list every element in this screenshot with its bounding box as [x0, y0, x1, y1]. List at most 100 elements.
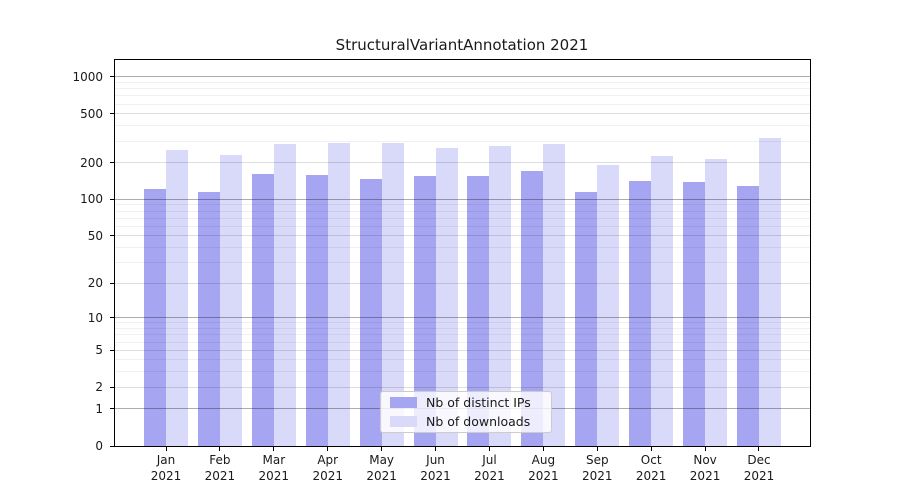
x-tick-label: Aug 2021 [511, 452, 575, 484]
x-tick-year: 2021 [150, 469, 182, 483]
x-tick-mark [219, 447, 221, 451]
bar-downloads-nov [705, 159, 728, 446]
x-tick-year: 2021 [689, 469, 721, 483]
x-tick-month: Jul [482, 453, 497, 467]
x-tick-label: Oct 2021 [619, 452, 683, 484]
x-tick-month: Oct [640, 453, 662, 467]
x-tick-year: 2021 [258, 469, 290, 483]
x-tick-mark [650, 447, 652, 451]
bar-distinct-ips-feb [197, 191, 220, 446]
bar-downloads-jun [435, 148, 458, 446]
y-tick-label: 50 [87, 228, 103, 243]
bar-downloads-aug [543, 143, 566, 446]
x-tick-mark [542, 447, 544, 451]
y-tick-label: 200 [80, 155, 103, 170]
minor-gridline [115, 225, 810, 227]
bar-distinct-ips-aug [521, 170, 544, 446]
bar-downloads-sep [597, 165, 620, 446]
minor-gridline [115, 359, 810, 361]
x-tick-mark [596, 447, 598, 451]
minor-gridline [115, 103, 810, 105]
bar-downloads-may [381, 142, 404, 446]
x-tick-mark [381, 447, 383, 451]
x-tick-mark [165, 447, 167, 451]
x-tick-month: Feb [209, 453, 231, 467]
y-tick-label: 0 [95, 439, 103, 453]
legend-label-distinct-ips: Nb of distinct IPs [426, 395, 531, 410]
legend-swatch-downloads [390, 416, 417, 427]
minor-gridline [115, 341, 810, 343]
minor-gridline [115, 328, 810, 330]
major-gridline [115, 349, 810, 351]
major-gridline [115, 113, 810, 115]
y-tick-label: 1000 [72, 69, 103, 84]
y-tick-mark [110, 235, 114, 237]
minor-gridline [115, 217, 810, 219]
chart-title: StructuralVariantAnnotation 2021 [335, 36, 589, 54]
x-tick-month: Apr [317, 453, 339, 467]
x-tick-label: May 2021 [350, 452, 414, 484]
y-tick-label: 10 [87, 310, 103, 325]
x-tick-label: Feb 2021 [188, 452, 252, 484]
bar-downloads-oct [651, 155, 674, 446]
minor-gridline [115, 81, 810, 83]
x-tick-label: Mar 2021 [242, 452, 306, 484]
x-tick-month: Jun [426, 453, 445, 467]
bar-distinct-ips-sep [575, 192, 598, 446]
minor-gridline [115, 204, 810, 206]
y-tick-mark [110, 349, 114, 351]
plot-area: 0 1 2 5 10 20 50 100 200 500 1000 Jan 2021 Feb 2021 Mar… [72, 59, 811, 483]
major-gridline [115, 162, 810, 164]
x-tick-mark [327, 447, 329, 451]
y-tick-label: 20 [87, 276, 103, 291]
minor-gridline [115, 247, 810, 249]
y-tick-mark [110, 386, 114, 388]
y-tick-label: 2 [95, 380, 103, 395]
x-tick-year: 2021 [366, 469, 397, 483]
minor-gridline [115, 371, 810, 373]
major-gridline [115, 235, 810, 237]
bar-distinct-ips-apr [305, 175, 328, 446]
bar-distinct-ips-jun [413, 175, 436, 446]
minor-gridline [115, 261, 810, 263]
bar-downloads-feb [219, 154, 242, 446]
y-tick-mark [110, 408, 114, 410]
power-gridline [115, 198, 810, 200]
bar-downloads-jul [489, 146, 512, 446]
y-tick-label: 500 [80, 106, 103, 121]
x-tick-mark [758, 447, 760, 451]
minor-gridline [115, 88, 810, 90]
bar-distinct-ips-jan [144, 188, 166, 446]
legend-label-downloads: Nb of downloads [426, 414, 531, 429]
bar-downloads-mar [273, 143, 296, 446]
minor-gridline [115, 322, 810, 324]
legend-item-downloads: Nb of downloads [381, 413, 551, 430]
x-tick-label: Jan 2021 [134, 452, 198, 484]
power-gridline [115, 76, 810, 78]
y-tick-mark [110, 445, 114, 447]
y-tick-mark [110, 317, 114, 319]
x-tick-month: Sep [585, 453, 609, 467]
bar-distinct-ips-nov [683, 181, 706, 446]
x-tick-label: Apr 2021 [296, 452, 360, 484]
legend-swatch-distinct-ips [390, 397, 417, 408]
x-tick-label: Jun 2021 [404, 452, 468, 484]
bar-distinct-ips-jul [467, 175, 490, 446]
x-tick-mark [488, 447, 490, 451]
power-gridline [115, 317, 810, 319]
x-tick-year: 2021 [204, 469, 236, 483]
major-gridline [115, 282, 810, 284]
x-tick-label: Jul 2021 [457, 452, 521, 484]
x-tick-year: 2021 [312, 469, 343, 483]
y-tick-mark [110, 76, 114, 78]
bar-distinct-ips-mar [251, 174, 274, 446]
y-tick-mark [110, 162, 114, 164]
x-tick-month: Nov [693, 453, 717, 467]
minor-gridline [115, 210, 810, 212]
bar-downloads-apr [327, 142, 350, 446]
x-tick-year: 2021 [420, 469, 451, 483]
y-tick-mark [110, 113, 114, 115]
x-tick-year: 2021 [474, 469, 505, 483]
x-tick-month: May [369, 453, 395, 467]
minor-gridline [115, 140, 810, 142]
